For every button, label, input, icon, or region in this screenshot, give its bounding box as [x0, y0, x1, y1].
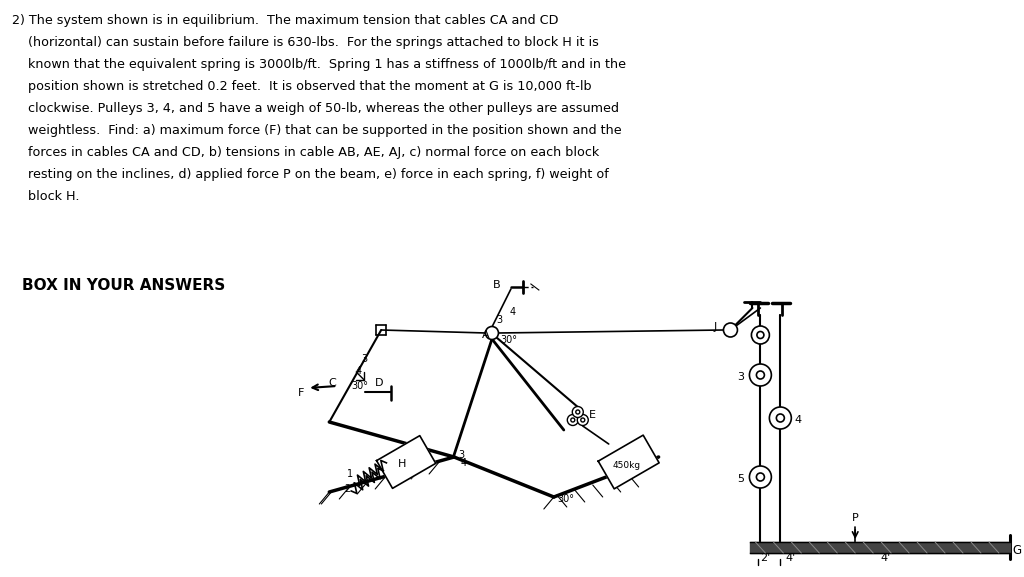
Text: E: E: [589, 410, 596, 420]
Text: (horizontal) can sustain before failure is 630-lbs.  For the springs attached to: (horizontal) can sustain before failure …: [12, 36, 599, 49]
Text: 1: 1: [347, 469, 353, 479]
Text: G: G: [1013, 544, 1022, 556]
Polygon shape: [751, 542, 1010, 553]
Text: A: A: [482, 330, 489, 340]
Circle shape: [581, 418, 585, 422]
Text: D: D: [375, 378, 384, 388]
Text: 30°: 30°: [557, 494, 573, 504]
Text: 2: 2: [344, 484, 350, 494]
Text: position shown is stretched 0.2 feet.  It is observed that the moment at G is 10: position shown is stretched 0.2 feet. It…: [12, 80, 592, 93]
Circle shape: [769, 407, 792, 429]
Circle shape: [578, 414, 588, 425]
Circle shape: [757, 473, 764, 481]
Circle shape: [570, 418, 574, 422]
Text: H: H: [398, 459, 407, 469]
Text: 5: 5: [737, 474, 744, 484]
Text: weightless.  Find: a) maximum force (F) that can be supported in the position sh: weightless. Find: a) maximum force (F) t…: [12, 124, 622, 137]
Text: BOX IN YOUR ANSWERS: BOX IN YOUR ANSWERS: [22, 278, 225, 293]
Text: 30°: 30°: [351, 381, 369, 391]
Text: 4': 4': [881, 553, 891, 563]
Circle shape: [485, 327, 499, 339]
Text: 450kg: 450kg: [612, 462, 641, 470]
Text: 4: 4: [795, 415, 802, 425]
Circle shape: [757, 332, 764, 339]
Text: 4': 4': [785, 553, 796, 563]
Text: 3: 3: [458, 450, 464, 460]
Text: 30°: 30°: [500, 335, 517, 345]
Text: C: C: [329, 378, 336, 388]
Text: 3: 3: [737, 372, 744, 382]
Circle shape: [752, 326, 769, 344]
Circle shape: [776, 414, 784, 422]
Text: resting on the inclines, d) applied force P on the beam, e) force in each spring: resting on the inclines, d) applied forc…: [12, 168, 608, 181]
Text: block H.: block H.: [12, 190, 80, 203]
Circle shape: [750, 364, 771, 386]
Circle shape: [757, 371, 764, 379]
Text: J: J: [714, 322, 717, 332]
Circle shape: [567, 414, 579, 425]
Text: known that the equivalent spring is 3000lb/ft.  Spring 1 has a stiffness of 1000: known that the equivalent spring is 3000…: [12, 58, 626, 71]
Polygon shape: [598, 435, 659, 489]
Text: F: F: [298, 388, 304, 398]
Text: 4: 4: [355, 366, 361, 376]
Text: 3: 3: [496, 315, 502, 325]
Text: 4: 4: [510, 307, 516, 317]
Polygon shape: [377, 436, 436, 488]
Text: clockwise. Pulleys 3, 4, and 5 have a weigh of 50-lb, whereas the other pulleys : clockwise. Pulleys 3, 4, and 5 have a we…: [12, 102, 618, 115]
Text: B: B: [494, 280, 501, 290]
Circle shape: [572, 407, 584, 418]
Text: 3: 3: [361, 354, 368, 364]
Text: 2) The system shown is in equilibrium.  The maximum tension that cables CA and C: 2) The system shown is in equilibrium. T…: [12, 14, 558, 27]
Circle shape: [575, 410, 580, 414]
Text: forces in cables CA and CD, b) tensions in cable AB, AE, AJ, c) normal force on : forces in cables CA and CD, b) tensions …: [12, 146, 599, 159]
Circle shape: [750, 466, 771, 488]
Text: P: P: [852, 513, 858, 523]
Text: 2': 2': [761, 553, 771, 563]
Circle shape: [724, 323, 737, 337]
Text: 4: 4: [461, 458, 467, 468]
